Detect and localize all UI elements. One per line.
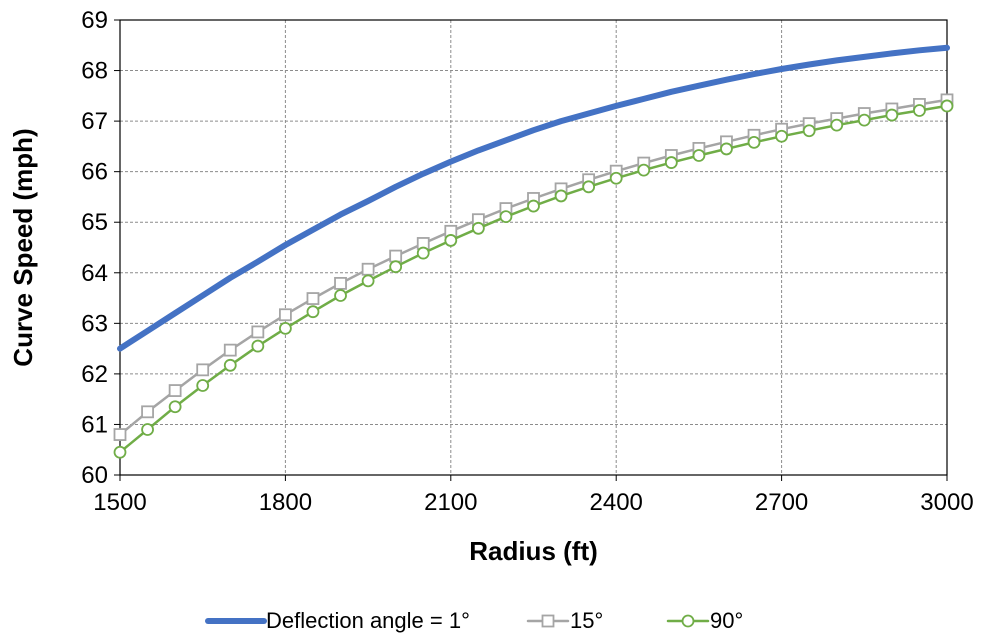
data-point xyxy=(857,113,871,127)
y-tick-label: 60 xyxy=(81,462,108,489)
data-point xyxy=(802,124,816,138)
data-point xyxy=(664,156,678,169)
data-point xyxy=(830,118,844,132)
y-tick-label: 63 xyxy=(81,310,108,337)
data-point xyxy=(278,308,292,322)
data-point xyxy=(940,99,954,113)
x-tick-label: 2100 xyxy=(424,489,477,516)
legend-label: 15° xyxy=(570,608,603,633)
data-point xyxy=(637,163,651,177)
data-point xyxy=(306,305,320,319)
data-point xyxy=(223,343,237,357)
y-tick-label: 62 xyxy=(81,361,108,388)
x-tick-label: 2400 xyxy=(590,489,643,516)
legend-marker xyxy=(681,614,695,628)
x-axis-title: Radius (ft) xyxy=(469,536,598,566)
legend-label: 90° xyxy=(710,608,743,633)
data-point xyxy=(141,423,154,436)
x-tick-label: 3000 xyxy=(920,489,973,516)
data-point xyxy=(306,292,320,305)
series-3 xyxy=(113,99,954,459)
legend-label: Deflection angle = 1° xyxy=(266,608,470,633)
data-point xyxy=(113,445,127,459)
data-point xyxy=(471,221,485,235)
data-point xyxy=(334,276,347,290)
legend-item: 90° xyxy=(666,608,743,633)
x-tick-label: 1500 xyxy=(93,489,146,516)
data-point xyxy=(334,289,347,302)
data-point xyxy=(361,262,375,276)
legend-marker xyxy=(541,614,555,628)
data-point xyxy=(609,171,623,185)
data-point xyxy=(499,210,513,224)
series-line xyxy=(117,44,950,352)
data-point xyxy=(251,339,265,353)
y-tick-label: 68 xyxy=(81,58,108,85)
y-tick-label: 64 xyxy=(81,260,108,287)
data-point xyxy=(389,249,403,263)
data-point xyxy=(416,246,430,260)
data-point xyxy=(582,180,596,194)
axis-ticks: 1500 1800 2100 2400 2700 3000 60 61 62 63 64 65 66 67… xyxy=(81,7,973,516)
series-line xyxy=(118,104,949,454)
data-point xyxy=(196,363,210,377)
y-axis-title: Curve Speed (mph) xyxy=(8,128,38,366)
x-tick-label: 1800 xyxy=(259,489,312,516)
data-point xyxy=(113,428,127,441)
data-point xyxy=(278,321,292,335)
y-tick-label: 69 xyxy=(81,7,108,34)
data-point xyxy=(913,104,926,117)
data-point xyxy=(389,260,403,274)
data-point xyxy=(720,142,733,156)
legend: Deflection angle = 1° 15° 90° xyxy=(205,608,743,633)
series-layer xyxy=(113,44,954,459)
data-point xyxy=(775,129,788,143)
data-point xyxy=(747,135,761,149)
data-point xyxy=(251,325,265,339)
y-tick-label: 61 xyxy=(81,411,108,438)
plot-area-border xyxy=(119,19,948,476)
data-point xyxy=(141,405,154,419)
data-point xyxy=(361,274,375,288)
data-point xyxy=(527,199,540,213)
data-point xyxy=(554,189,568,203)
data-point xyxy=(168,384,182,397)
data-point xyxy=(168,400,182,414)
legend-item: 15° xyxy=(526,608,603,633)
data-point xyxy=(692,149,706,162)
y-tick-label: 65 xyxy=(81,209,108,236)
y-tick-label: 67 xyxy=(81,108,108,135)
y-tick-label: 66 xyxy=(81,159,108,186)
data-point xyxy=(885,108,899,122)
data-point xyxy=(223,358,237,372)
data-point xyxy=(444,234,458,247)
series-2 xyxy=(113,93,954,441)
series-1 xyxy=(117,44,950,352)
data-point xyxy=(196,379,210,392)
gridlines xyxy=(120,20,947,475)
legend-item: Deflection angle = 1° xyxy=(205,608,470,633)
x-tick-label: 2700 xyxy=(755,489,808,516)
